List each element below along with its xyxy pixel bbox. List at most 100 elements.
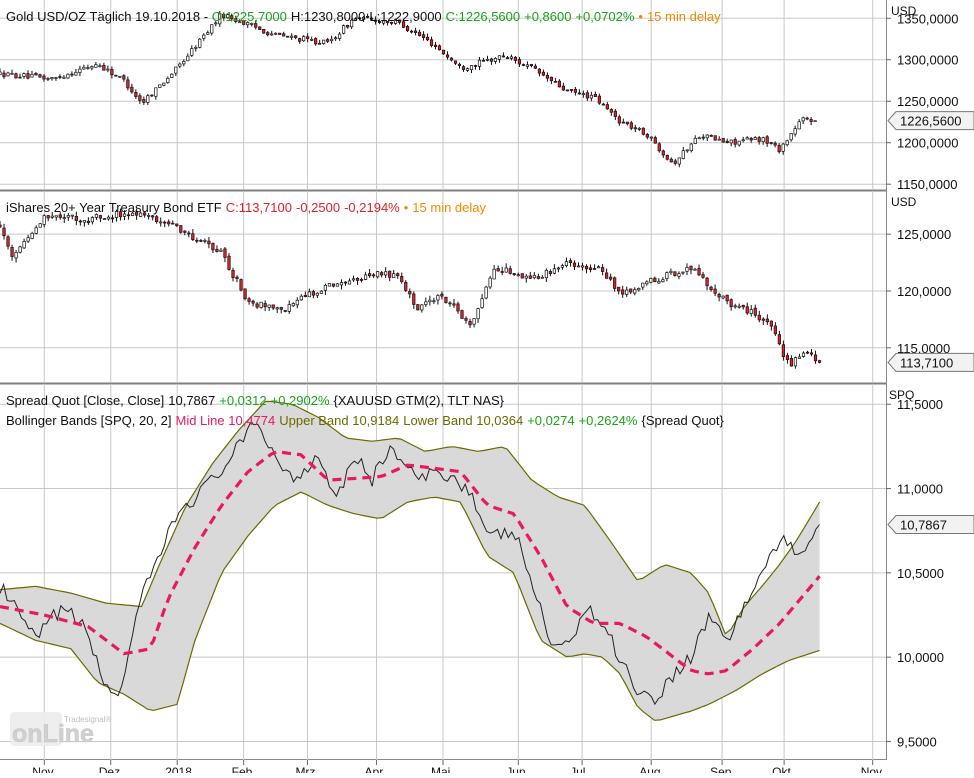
- y-tick-label: 120,0000: [897, 284, 951, 299]
- candle-body: [496, 268, 500, 272]
- x-tick-label: Nov: [861, 765, 882, 773]
- candle-body: [270, 33, 274, 36]
- candle-body: [757, 137, 761, 142]
- candle-body: [661, 279, 665, 283]
- candle-body: [130, 86, 134, 93]
- x-tick-label: Mrz: [295, 765, 315, 773]
- candle-body: [524, 275, 528, 279]
- candle-body: [568, 260, 573, 263]
- gold-header: Gold USD/OZ Täglich 19.10.2018 - O:1225,…: [6, 9, 721, 24]
- candle-body: [259, 301, 263, 308]
- candle-body: [62, 217, 66, 219]
- candle-body: [497, 55, 502, 60]
- candle-body: [789, 358, 794, 367]
- candle-body: [46, 77, 50, 80]
- candle-body: [334, 37, 338, 40]
- candle-body: [689, 265, 693, 271]
- candle-body: [130, 212, 135, 216]
- candle-body: [267, 304, 271, 308]
- bollinger-band-area: [0, 401, 820, 721]
- candle-body: [214, 22, 218, 25]
- candle-body: [601, 267, 605, 272]
- candle-body: [166, 77, 170, 83]
- upper-band-line: [0, 400, 821, 635]
- candle-body: [457, 63, 462, 66]
- candle-body: [789, 133, 793, 141]
- candle-body: [761, 318, 765, 321]
- candle-body: [413, 30, 418, 33]
- candle-body: [657, 143, 661, 152]
- candle-body: [705, 134, 709, 139]
- candle-body: [757, 314, 761, 321]
- candle-body: [701, 274, 705, 278]
- candle-body: [222, 13, 226, 19]
- candle-body: [433, 44, 438, 47]
- candle-body: [520, 273, 524, 279]
- candle-body: [713, 288, 717, 294]
- candle-body: [545, 74, 549, 79]
- candle-body: [397, 19, 402, 23]
- candle-body: [122, 213, 127, 217]
- candle-body: [202, 34, 206, 39]
- candle-body: [529, 63, 534, 67]
- candle-body: [114, 211, 119, 218]
- candle-body: [572, 262, 577, 267]
- x-tick-label: Sep: [710, 765, 732, 773]
- candle-body: [384, 271, 388, 276]
- candle-body: [589, 94, 593, 99]
- last-value-flag: [887, 515, 974, 535]
- candle-body: [492, 268, 496, 280]
- candle-body: [753, 137, 757, 140]
- candle-body: [30, 232, 34, 239]
- candle-body: [532, 275, 536, 279]
- candle-body: [465, 68, 470, 71]
- candle-body: [126, 79, 130, 89]
- candle-body: [753, 307, 757, 316]
- candle-body: [817, 360, 822, 363]
- candle-body: [681, 150, 685, 159]
- candle-body: [408, 291, 412, 295]
- candle-body: [154, 87, 158, 97]
- candle-body: [601, 103, 605, 106]
- candle-body: [183, 230, 187, 233]
- candle-body: [560, 265, 565, 268]
- candle-body: [584, 265, 589, 270]
- candle-body: [785, 355, 790, 360]
- candle-body: [673, 160, 677, 164]
- spread-header: Spread Quot [Close, Close] 10,7867 +0,0312…: [6, 393, 505, 408]
- candle-body: [150, 94, 154, 97]
- candle-body: [576, 265, 581, 268]
- candle-body: [388, 270, 392, 278]
- candle-body: [122, 75, 126, 80]
- candle-body: [441, 49, 446, 55]
- candle-body: [484, 286, 488, 299]
- candle-body: [98, 65, 102, 68]
- lower-band-line: [0, 491, 820, 721]
- candle-body: [469, 65, 474, 71]
- candle-body: [258, 26, 262, 30]
- candle-body: [362, 16, 366, 20]
- band-fill: [0, 401, 820, 721]
- candle-body: [617, 116, 621, 124]
- candle-body: [456, 303, 460, 312]
- candle-body: [693, 268, 697, 271]
- candle-body: [417, 31, 422, 36]
- candle-body: [512, 273, 516, 276]
- candle-body: [368, 273, 372, 277]
- candle-body: [86, 67, 90, 69]
- candle-body: [90, 217, 94, 223]
- candle-body: [677, 273, 681, 277]
- candle-body: [54, 77, 58, 79]
- x-tick-label: Aug: [639, 765, 660, 773]
- candle-body: [380, 272, 384, 276]
- candle-body: [223, 248, 227, 258]
- candle-body: [645, 133, 649, 138]
- candle-body: [505, 57, 510, 59]
- candle-body: [385, 21, 390, 24]
- candle-body: [314, 38, 318, 45]
- candle-body: [633, 127, 637, 130]
- candle-body: [355, 278, 360, 281]
- candle-body: [42, 215, 46, 225]
- candle-body: [218, 13, 222, 25]
